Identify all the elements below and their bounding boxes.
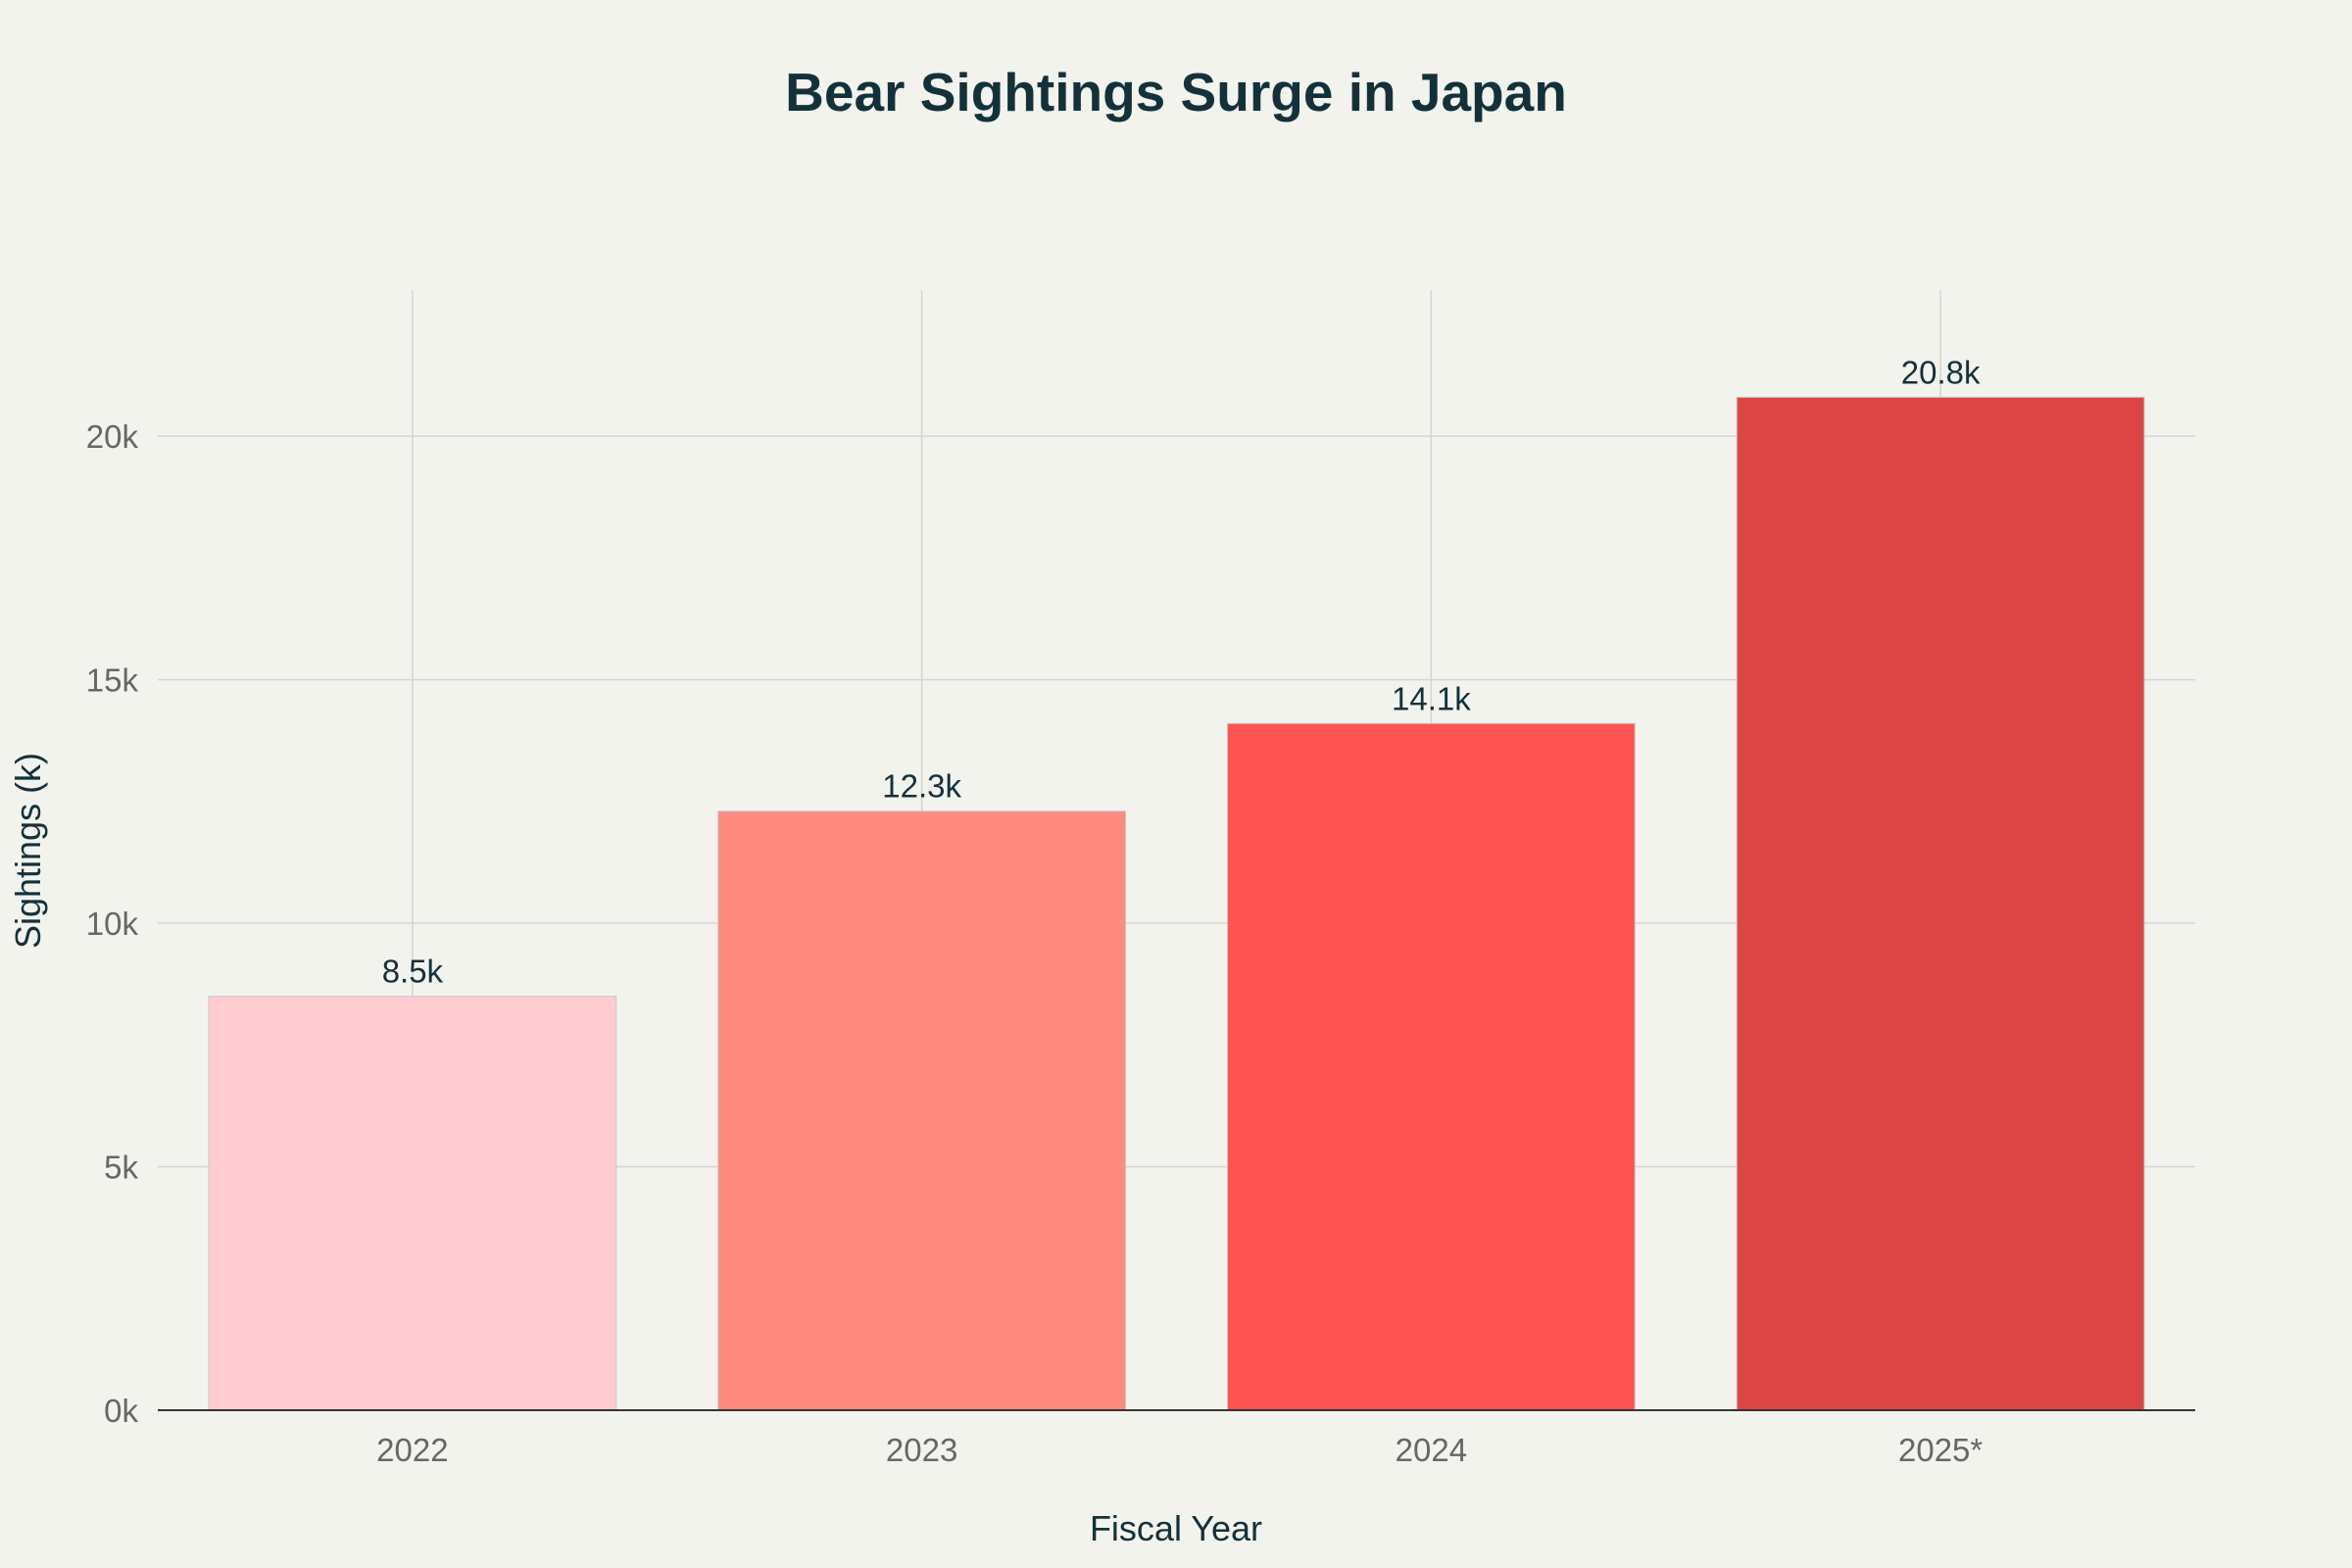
y-tick-label: 5k	[104, 1150, 138, 1186]
bar[interactable]	[1226, 722, 1636, 1411]
y-axis-ticks: 0k 5k 10k 15k 20k	[86, 418, 139, 1429]
x-axis-ticks: 2022 2023 2024 2025*	[376, 1432, 1983, 1468]
y-tick-label: 15k	[86, 662, 139, 699]
bar-data-label: 14.1k	[1392, 680, 1471, 716]
chart-title: Bear Sightings Surge in Japan	[785, 62, 1567, 122]
x-tick-label: 2022	[376, 1432, 448, 1468]
data-labels: 8.5k 12.3k 14.1k 20.8k	[382, 354, 1981, 989]
bar-data-label: 8.5k	[382, 954, 444, 990]
y-tick-label: 20k	[86, 418, 139, 455]
y-tick-label: 0k	[104, 1393, 138, 1429]
bar-data-label: 12.3k	[882, 768, 961, 805]
x-tick-label: 2024	[1396, 1432, 1467, 1468]
y-tick-label: 10k	[86, 906, 139, 942]
bar-data-label: 20.8k	[1901, 354, 1981, 390]
bar[interactable]	[208, 996, 617, 1411]
bars	[208, 396, 2145, 1411]
bar[interactable]	[1736, 396, 2145, 1411]
y-axis-title: Sightings (k)	[8, 753, 48, 949]
x-tick-label: 2023	[886, 1432, 957, 1468]
bar[interactable]	[717, 810, 1127, 1411]
x-axis-title: Fiscal Year	[1090, 1508, 1262, 1548]
x-tick-label: 2025*	[1898, 1432, 1983, 1468]
